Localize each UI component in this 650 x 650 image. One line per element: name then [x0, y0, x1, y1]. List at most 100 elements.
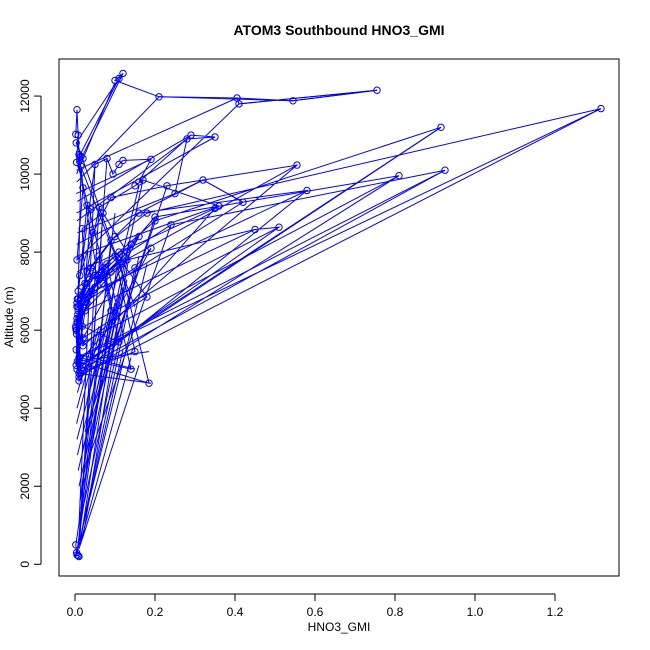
data-point — [91, 283, 99, 291]
data-point — [115, 160, 123, 169]
y-tick-label: 10000 — [18, 157, 32, 191]
x-tick-label: 0.4 — [227, 605, 244, 619]
data-point — [95, 275, 103, 284]
x-tick-label: 0.0 — [67, 605, 84, 619]
data-point — [73, 106, 81, 114]
data-point — [91, 160, 99, 169]
connecting-segment — [78, 164, 96, 526]
connecting-segment — [82, 216, 156, 448]
data-point — [83, 279, 91, 288]
data-point — [99, 279, 107, 288]
connecting-segment — [77, 193, 176, 234]
connecting-segment — [76, 326, 100, 409]
data-point — [147, 244, 155, 252]
connecting-segment — [76, 240, 112, 553]
data-point — [119, 156, 127, 165]
data-point — [75, 150, 83, 159]
x-tick-label: 0.6 — [307, 605, 324, 619]
connecting-segment — [77, 169, 446, 358]
data-point — [303, 186, 311, 195]
data-point — [251, 225, 259, 234]
connecting-lines — [75, 73, 602, 557]
data-point — [75, 373, 83, 381]
data-point — [171, 189, 179, 198]
connecting-segment — [76, 108, 602, 378]
data-point — [73, 299, 81, 307]
data-point — [76, 271, 84, 280]
data-point — [235, 100, 243, 108]
data-point — [119, 69, 127, 78]
data-point — [78, 322, 86, 330]
data-point — [78, 225, 86, 233]
data-point — [75, 552, 83, 561]
data-point — [293, 161, 301, 169]
data-point — [143, 293, 151, 301]
data-point — [77, 162, 85, 171]
data-point — [103, 154, 111, 163]
x-tick-label: 1.2 — [547, 605, 564, 619]
connecting-segment — [76, 73, 124, 167]
connecting-segment — [78, 287, 124, 487]
connecting-segment — [76, 333, 96, 393]
connecting-segment — [77, 134, 192, 202]
data-point — [131, 182, 139, 190]
data-point — [115, 338, 123, 346]
y-tick-label: 4000 — [18, 395, 32, 422]
connecting-segment — [77, 294, 120, 471]
connecting-segment — [78, 365, 140, 549]
connecting-segment — [76, 318, 104, 424]
data-point — [77, 338, 85, 346]
connecting-segment — [77, 78, 120, 159]
data-point — [145, 379, 153, 387]
data-point — [597, 104, 605, 113]
data-point — [119, 260, 127, 268]
connecting-segment — [76, 310, 112, 440]
data-point — [123, 248, 131, 256]
data-point — [95, 252, 103, 260]
connecting-segment — [76, 164, 298, 288]
connecting-segment — [77, 229, 256, 316]
data-point — [115, 256, 123, 264]
connecting-segment — [80, 341, 112, 541]
data-point — [103, 283, 111, 291]
data-point — [74, 303, 82, 311]
y-tick-label: 8000 — [18, 238, 32, 265]
data-point — [87, 264, 95, 272]
data-points — [72, 69, 605, 561]
data-point — [74, 131, 82, 139]
series-line — [75, 73, 602, 557]
data-point — [79, 184, 87, 192]
connecting-segment — [76, 142, 124, 276]
data-point — [127, 240, 135, 249]
x-tick-label: 1.0 — [467, 605, 484, 619]
data-point — [107, 193, 115, 202]
data-point — [109, 170, 117, 178]
connecting-segment — [76, 175, 400, 347]
data-point — [73, 295, 82, 303]
data-point — [395, 172, 403, 180]
data-point — [183, 135, 191, 143]
x-tick-label: 0.2 — [147, 605, 164, 619]
data-point — [99, 264, 107, 272]
data-point — [111, 252, 119, 260]
data-point — [81, 279, 89, 288]
x-axis-label: HNO3_GMI — [308, 620, 371, 634]
x-axis: 0.0 0.2 0.4 0.6 0.8 1.0 1.2 — [67, 593, 564, 619]
data-point — [115, 74, 123, 83]
data-point — [275, 223, 283, 231]
chart-title: ATOM3 Southbound HNO3_GMI — [233, 22, 444, 38]
data-point — [79, 303, 87, 311]
connecting-segment — [77, 207, 216, 273]
data-point — [77, 152, 85, 161]
data-point — [139, 176, 147, 184]
data-point — [72, 158, 81, 167]
data-point — [135, 232, 143, 241]
connecting-segment — [81, 263, 148, 530]
connecting-segment — [75, 158, 152, 195]
data-point — [99, 209, 107, 217]
data-point — [199, 176, 207, 184]
data-point — [119, 252, 127, 260]
data-point — [373, 86, 381, 94]
connecting-segment — [76, 96, 160, 183]
